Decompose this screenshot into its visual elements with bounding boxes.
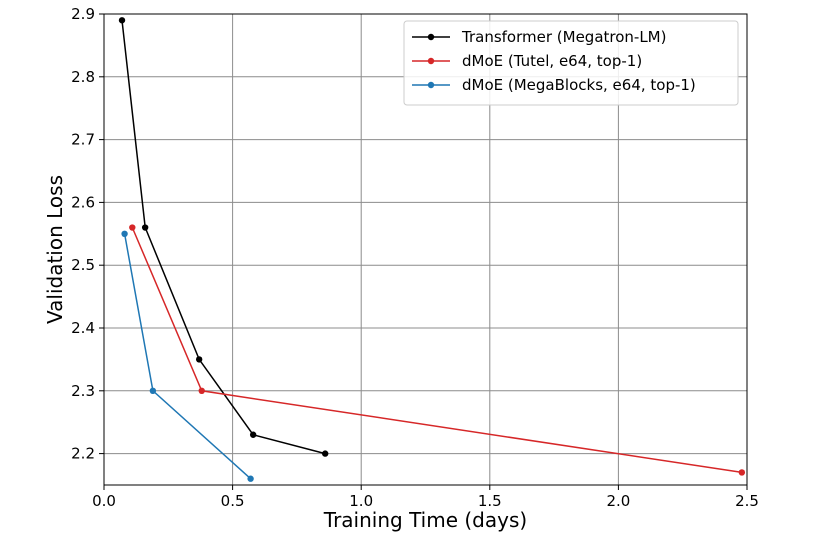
- legend-label: Transformer (Megatron-LM): [461, 28, 666, 46]
- x-tick-label: 2.5: [735, 492, 759, 510]
- data-point: [247, 475, 254, 482]
- y-tick-label: 2.4: [71, 319, 95, 337]
- data-point: [121, 230, 128, 237]
- data-point: [118, 17, 126, 24]
- legend-entry: dMoE (MegaBlocks, e64, top-1): [412, 76, 696, 94]
- legend-swatch-marker: [427, 57, 435, 65]
- legend-box: [403, 20, 739, 106]
- data-point: [129, 224, 136, 231]
- y-tick-label: 2.9: [71, 5, 95, 23]
- y-tick-label: 2.8: [71, 68, 95, 86]
- legend-entry: dMoE (Tutel, e64, top-1): [412, 52, 642, 70]
- series-lines: [118, 17, 746, 482]
- axis-ticks: 0.0 0.5 1.0 1.5 2.0 2.5 2.2 2.3 2.4 2.5 2.6 2.7 2.8 2…: [71, 5, 759, 510]
- plot-frame: [103, 13, 748, 486]
- legend-swatch-marker: [427, 33, 435, 41]
- x-tick-label: 1.5: [478, 492, 502, 510]
- data-point: [321, 450, 329, 457]
- y-tick-label: 2.6: [71, 193, 95, 211]
- legend-label: dMoE (Tutel, e64, top-1): [462, 52, 642, 70]
- data-point: [141, 224, 149, 231]
- data-point: [195, 356, 203, 363]
- legend-entry: Transformer (Megatron-LM): [412, 28, 666, 46]
- x-tick-label: 1.0: [349, 492, 373, 510]
- legend: Transformer (Megatron-LM) dMoE (Tutel, e6…: [403, 20, 739, 106]
- y-axis-title: Validation Loss: [43, 175, 67, 324]
- y-tick-label: 2.5: [71, 256, 95, 274]
- data-point: [738, 469, 746, 476]
- legend-swatch-marker: [427, 81, 435, 89]
- x-tick-label: 0.0: [92, 492, 116, 510]
- y-tick-label: 2.2: [71, 445, 95, 463]
- series-1: [118, 17, 329, 457]
- y-tick-label: 2.7: [71, 131, 95, 149]
- legend-label: dMoE (MegaBlocks, e64, top-1): [462, 76, 696, 94]
- x-tick-label: 0.5: [221, 492, 245, 510]
- data-point: [149, 387, 157, 394]
- x-axis-title: Training Time (days): [323, 508, 527, 532]
- x-tick-label: 2.0: [606, 492, 630, 510]
- data-point: [249, 431, 257, 438]
- series-2: [129, 224, 746, 476]
- series-3: [121, 230, 254, 482]
- y-tick-label: 2.3: [71, 382, 95, 400]
- data-point: [198, 387, 205, 394]
